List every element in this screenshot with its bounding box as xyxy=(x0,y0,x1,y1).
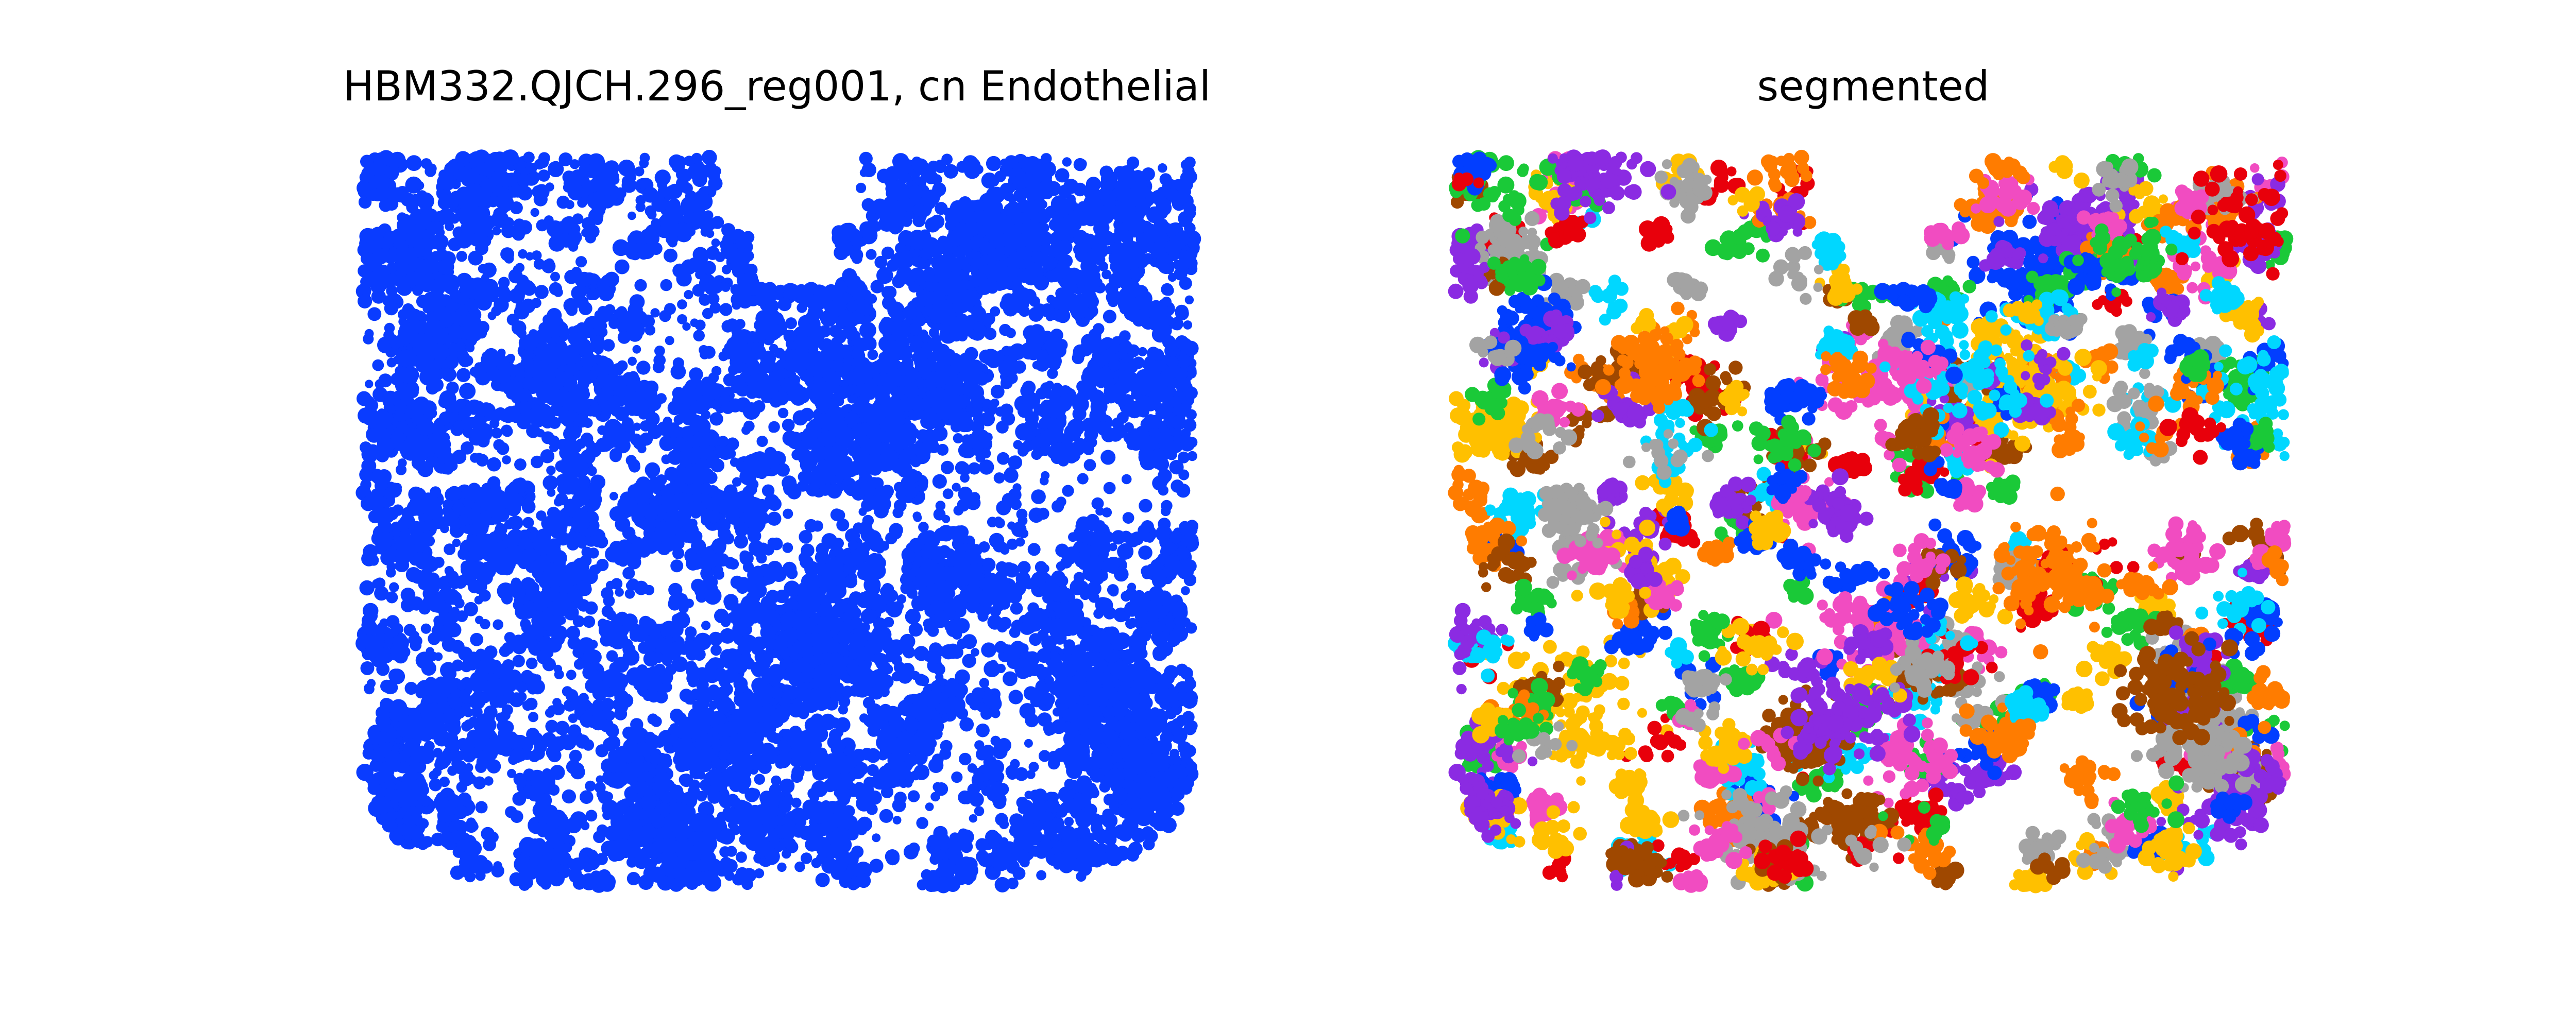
left-cell-point xyxy=(496,285,510,299)
left-cell-point xyxy=(790,389,807,406)
left-cell-point xyxy=(609,772,626,789)
left-cell-point xyxy=(1158,163,1167,173)
left-cell-point xyxy=(843,563,854,575)
left-cell-point xyxy=(500,710,511,720)
left-cell-point xyxy=(360,252,373,265)
left-cell-point xyxy=(870,280,884,294)
left-cell-point xyxy=(702,149,717,165)
left-cell-point xyxy=(582,739,595,751)
left-cell-point xyxy=(874,255,888,269)
left-cell-point xyxy=(485,564,495,574)
left-cell-point xyxy=(867,703,883,719)
left-cell-point xyxy=(519,529,530,540)
left-cell-point xyxy=(807,787,819,800)
left-cell-point xyxy=(937,235,949,247)
left-cell-point xyxy=(566,537,580,551)
left-cell-point xyxy=(867,764,879,777)
left-cell-point xyxy=(825,537,837,549)
left-cell-point xyxy=(709,412,723,426)
left-scatter-points xyxy=(355,149,1201,894)
left-cell-point xyxy=(742,402,760,420)
left-cell-point xyxy=(896,594,907,604)
left-cell-point xyxy=(636,360,651,375)
left-cell-point xyxy=(861,198,875,212)
left-cell-point xyxy=(434,233,444,243)
left-cell-point xyxy=(704,162,717,175)
left-cell-point xyxy=(428,505,444,520)
left-cell-point xyxy=(904,485,918,499)
left-cell-point xyxy=(838,705,848,715)
left-cell-point xyxy=(1101,395,1111,405)
left-cell-point xyxy=(660,791,673,803)
left-cell-point xyxy=(612,363,624,376)
left-cell-point xyxy=(543,475,558,491)
left-cell-point xyxy=(575,322,588,334)
left-cell-point xyxy=(636,667,651,681)
left-cell-point xyxy=(782,419,795,432)
left-cell-point xyxy=(673,156,687,168)
left-cell-point xyxy=(1127,344,1140,357)
left-cell-point xyxy=(739,834,750,845)
left-cell-point xyxy=(606,650,618,662)
left-cell-point xyxy=(929,710,939,720)
left-cell-point xyxy=(861,304,873,316)
left-cell-point xyxy=(967,763,977,773)
left-cell-point xyxy=(880,785,894,798)
left-cell-point xyxy=(1022,381,1036,394)
left-cell-point xyxy=(831,743,842,755)
left-cell-point xyxy=(638,180,648,190)
left-cell-point xyxy=(588,403,602,417)
left-cell-point xyxy=(850,248,863,262)
left-panel-title: HBM332.QJCH.296_reg001, cn Endothelial xyxy=(343,62,1211,110)
left-cell-point xyxy=(717,812,726,821)
left-cell-point xyxy=(738,808,753,822)
left-cell-point xyxy=(651,814,666,829)
left-cell-point xyxy=(526,657,538,670)
left-cell-point xyxy=(859,713,869,723)
left-cell-point xyxy=(1029,633,1042,646)
left-cell-point xyxy=(859,321,876,339)
left-cell-point xyxy=(815,550,829,565)
left-cell-point xyxy=(1015,423,1033,441)
left-cell-point xyxy=(998,360,1015,377)
left-cell-point xyxy=(585,810,598,822)
left-cell-point xyxy=(946,253,956,264)
left-cell-point xyxy=(602,810,613,820)
left-cell-point xyxy=(406,743,421,758)
left-cell-point xyxy=(749,822,759,832)
left-cell-point xyxy=(999,819,1009,829)
left-cell-point xyxy=(640,794,657,811)
left-cell-point xyxy=(1186,437,1198,448)
left-cell-point xyxy=(459,383,476,400)
left-cell-point xyxy=(955,255,970,270)
left-cell-point xyxy=(1138,383,1150,396)
left-cell-point xyxy=(1158,518,1171,531)
left-cell-point xyxy=(415,688,426,699)
left-cell-point xyxy=(684,156,694,166)
left-cell-point xyxy=(621,178,637,193)
left-cell-point xyxy=(577,475,590,488)
left-cell-point xyxy=(564,499,578,513)
left-cell-point xyxy=(462,694,472,705)
left-cell-point xyxy=(1006,768,1019,780)
left-cell-point xyxy=(876,267,893,284)
left-cell-point xyxy=(1122,362,1131,372)
left-cell-point xyxy=(471,706,483,718)
left-cell-point xyxy=(1132,356,1145,369)
